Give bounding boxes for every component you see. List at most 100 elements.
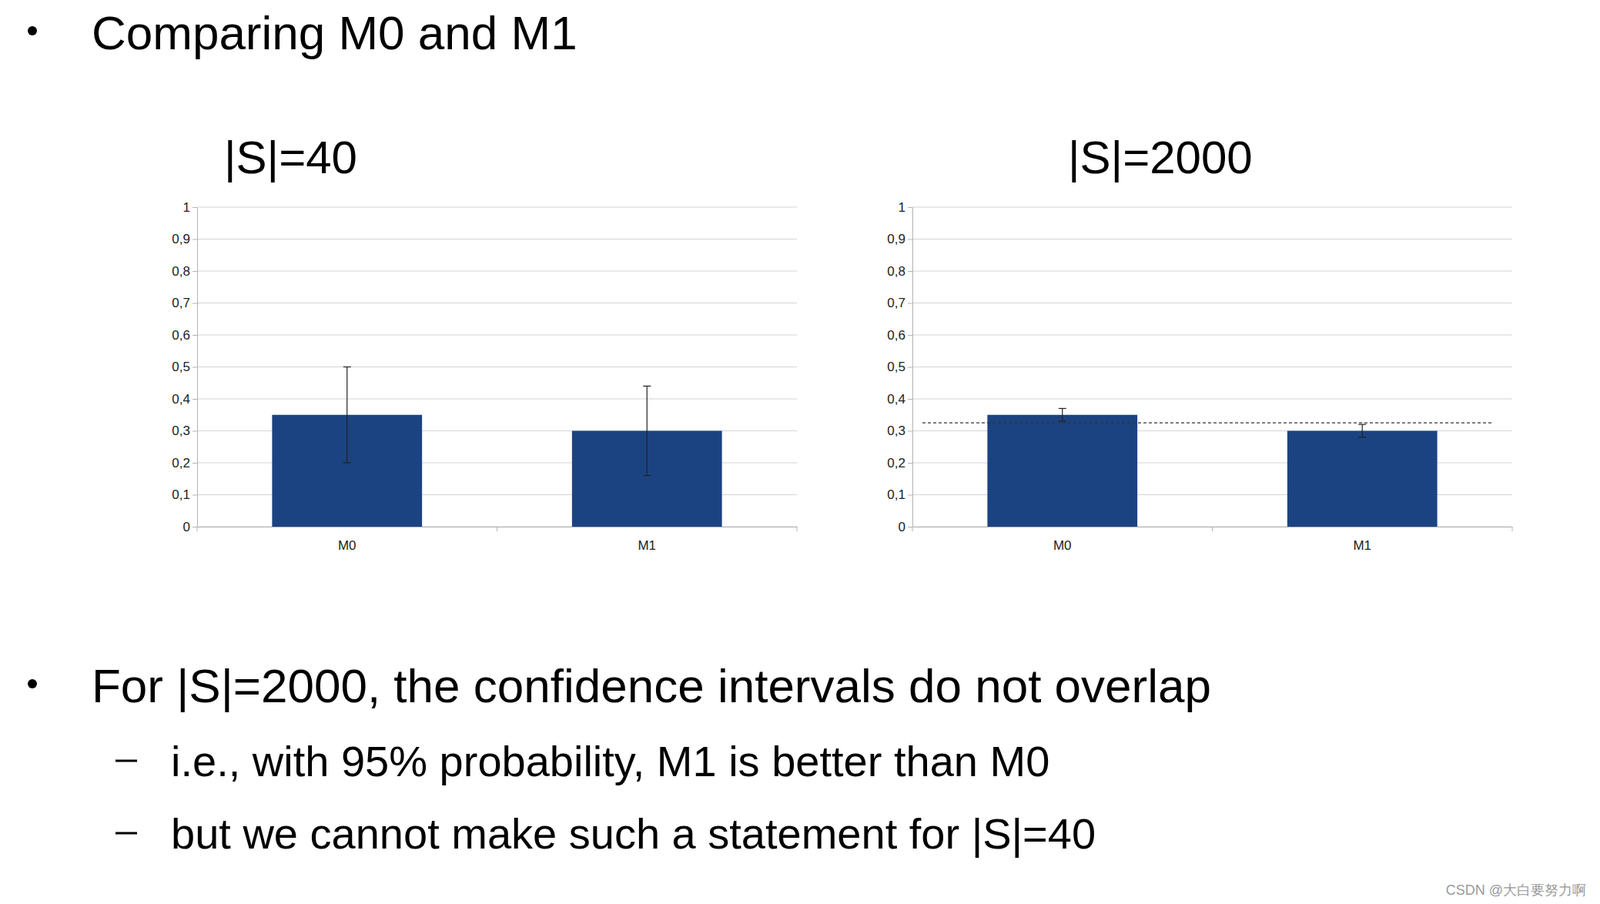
- y-tick-label: 0,6: [887, 328, 906, 343]
- x-separator: [796, 526, 798, 532]
- y-tick: 1: [183, 200, 198, 215]
- x-tick: M0: [1053, 526, 1072, 553]
- x-separator: [912, 526, 914, 532]
- sub-bullet-text: i.e., with 95% probability, M1 is better…: [170, 736, 1050, 786]
- x-separator: [197, 526, 198, 532]
- y-tick-mark: [907, 207, 913, 208]
- y-tick-label: 0,6: [171, 328, 191, 343]
- grid-line: [197, 238, 797, 240]
- y-tick: 0,8: [887, 264, 913, 279]
- grid: [197, 207, 797, 527]
- y-tick-mark: [907, 462, 913, 464]
- y-tick: 0: [183, 519, 198, 535]
- error-bar-cap: [1058, 408, 1067, 409]
- x-separator: [1512, 526, 1513, 532]
- x-tick-label: M0: [1053, 538, 1072, 553]
- plot-marks: [922, 408, 1493, 527]
- sub-bullet-text: but we cannot make such a statement for …: [170, 809, 1096, 858]
- grid-line: [197, 366, 797, 368]
- y-tick-mark: [192, 398, 198, 400]
- y-tick-mark: [192, 334, 198, 336]
- x-tick-label: M1: [1352, 538, 1372, 553]
- y-tick-label: 0,1: [887, 487, 906, 503]
- chart: |S|=2000 0 0,1 0,2 0,3 0,4 0,5 0,6 0,7 0,8 0,9 1 M0 M…: [887, 131, 1513, 553]
- y-tick: 0,7: [171, 295, 198, 311]
- y-tick: 0,9: [171, 231, 198, 247]
- y-tick: 1: [898, 200, 913, 215]
- y-tick-label: 0,8: [171, 264, 191, 279]
- y-tick: 0,9: [887, 231, 913, 247]
- y-axis: 0 0,1 0,2 0,3 0,4 0,5 0,6 0,7 0,8 0,9 1: [887, 200, 913, 535]
- error-bar-stem: [1061, 408, 1063, 422]
- y-tick-mark: [907, 367, 913, 369]
- y-tick-mark: [192, 526, 198, 528]
- error-bar: [343, 367, 352, 464]
- slide: Comparing M0 and M1 For |S|=2000, the con…: [0, 0, 1600, 904]
- y-tick-label: 0,7: [171, 295, 191, 311]
- grid-line: [197, 302, 797, 304]
- y-tick: 0,5: [887, 359, 913, 375]
- y-tick-label: 0,5: [171, 359, 191, 375]
- y-tick: 0,3: [887, 423, 913, 439]
- y-tick: 0,4: [171, 391, 198, 407]
- x-tick: M0: [338, 526, 357, 553]
- bullet-dot: [27, 679, 37, 689]
- y-tick-label: 0,7: [887, 295, 906, 311]
- grid-line: [912, 398, 1513, 400]
- chart-title: |S|=2000: [1067, 131, 1253, 184]
- grid-line: [912, 334, 1513, 336]
- y-tick-label: 0,4: [887, 391, 906, 407]
- x-tick-label: M1: [637, 538, 657, 553]
- y-tick-label: 0,9: [887, 231, 906, 247]
- y-tick-label: 0,1: [171, 487, 191, 503]
- x-separator: [496, 526, 498, 532]
- y-tick: 0: [898, 519, 913, 535]
- y-tick-label: 0,3: [171, 423, 191, 439]
- y-tick-label: 1: [183, 200, 191, 215]
- y-tick: 0,8: [171, 264, 198, 279]
- y-tick-label: 0: [898, 519, 906, 535]
- grid-line: [912, 366, 1513, 368]
- y-tick-label: 0,9: [171, 231, 191, 247]
- y-tick-label: 0,3: [887, 423, 906, 439]
- grid: [912, 207, 1513, 527]
- plot-marks: [271, 367, 722, 528]
- error-bar-stem: [1362, 424, 1363, 438]
- y-tick: 0,2: [171, 455, 198, 471]
- y-tick-mark: [907, 398, 913, 400]
- grid-line: [912, 302, 1513, 304]
- x-tick: M1: [637, 526, 657, 553]
- y-tick: 0,2: [887, 455, 913, 471]
- y-tick-label: 0,8: [887, 264, 906, 279]
- y-tick-mark: [192, 495, 198, 496]
- y-tick-mark: [192, 303, 198, 305]
- slide-title: Comparing M0 and M1: [91, 6, 578, 60]
- bar: [1287, 431, 1438, 528]
- error-bar-cap: [1058, 420, 1067, 422]
- error-bar: [1358, 424, 1366, 438]
- y-tick-label: 0: [183, 519, 191, 535]
- y-tick-label: 0,5: [887, 359, 906, 375]
- y-tick: 0,1: [887, 487, 913, 503]
- y-tick-mark: [907, 239, 913, 241]
- y-axis-line: [197, 207, 198, 528]
- y-tick-mark: [192, 207, 198, 208]
- error-bar-stem: [346, 367, 348, 464]
- y-tick-mark: [192, 431, 198, 432]
- error-bar: [642, 385, 651, 476]
- bullet-text: For |S|=2000, the confidence intervals d…: [91, 659, 1212, 713]
- y-tick: 0,5: [171, 359, 198, 375]
- y-tick-mark: [907, 334, 913, 336]
- y-tick-mark: [907, 271, 913, 272]
- y-tick-mark: [192, 271, 198, 272]
- y-tick-mark: [907, 303, 913, 305]
- grid-line: [197, 271, 797, 272]
- y-tick: 0,7: [887, 295, 913, 311]
- error-bar-cap: [343, 366, 352, 368]
- x-tick: M1: [1352, 526, 1372, 553]
- grid-line: [197, 207, 797, 208]
- y-tick-label: 0,4: [171, 391, 191, 407]
- error-bar-cap: [1358, 424, 1366, 426]
- grid-line: [197, 398, 797, 400]
- y-axis-line: [912, 207, 914, 528]
